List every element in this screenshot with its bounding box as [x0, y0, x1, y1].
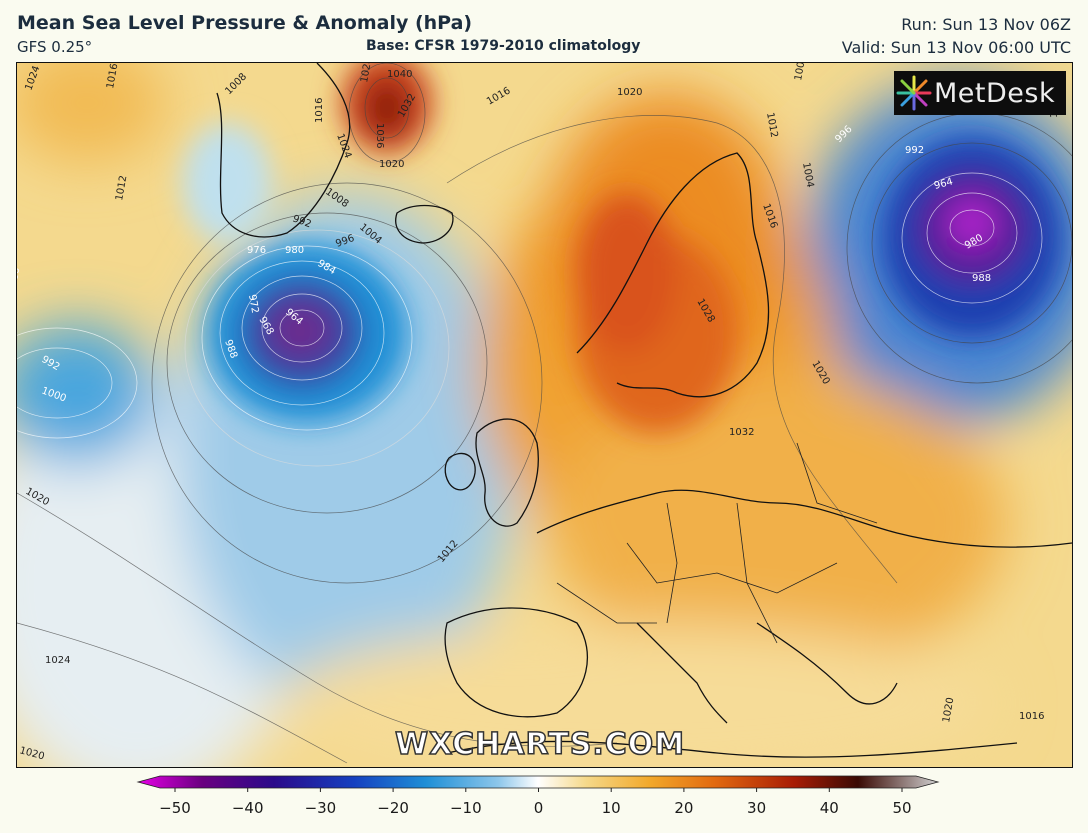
iceland-coast	[395, 204, 454, 244]
colorbar-tick-label: −40	[232, 799, 264, 817]
anomaly-colorbar: −50 −40 −30 −20 −10 0 10 20 30 40 50	[136, 775, 940, 817]
isobar-label: 1020	[379, 159, 404, 170]
isobar-label: 1012	[114, 175, 129, 202]
isobar-label: 1040	[387, 69, 412, 80]
isobar-label: 992	[905, 145, 924, 156]
isobar-label: 1016	[314, 98, 325, 123]
metdesk-logo-text: MetDesk	[934, 77, 1056, 109]
isobar-label: 1028	[359, 63, 374, 84]
colorbar-tick-label: 40	[820, 799, 839, 817]
map-canvas: 1024 1016 1008 1028 1040 1036 1032 1016 …	[17, 63, 1072, 767]
iberia-coast	[444, 607, 589, 718]
colorbar-tick-label: 20	[674, 799, 693, 817]
isobar-label: 976	[247, 245, 266, 256]
colorbar-ticks: −50 −40 −30 −20 −10 0 10 20 30 40 50	[159, 788, 912, 817]
colorbar-gradient	[136, 775, 940, 789]
metdesk-logo: MetDesk	[894, 71, 1066, 115]
colorbar-tick-label: −30	[305, 799, 337, 817]
anomaly-shading	[17, 63, 1072, 767]
balkans-coast	[756, 622, 898, 705]
colorbar-tick-label: −50	[159, 799, 191, 817]
colorbar-tick-label: −20	[377, 799, 409, 817]
isobar-label: 1012	[764, 112, 779, 139]
isobar-label: 972	[246, 294, 260, 315]
wxcharts-watermark: WXCHARTS.COM	[394, 726, 686, 763]
climatology-base-label: Base: CFSR 1979-2010 climatology	[366, 38, 641, 54]
british-isles-coast	[475, 418, 539, 527]
isobar-label: 1016	[1019, 711, 1044, 722]
ireland-coast	[444, 452, 476, 491]
colorbar-tick-label: 0	[534, 799, 544, 817]
italy-coast	[636, 622, 728, 724]
isobar-label: 1004	[800, 162, 815, 189]
coastlines	[216, 63, 1072, 758]
scandinavia-coast	[576, 152, 770, 398]
isobar-label: 1032	[729, 427, 754, 438]
continent-coast	[536, 489, 1072, 548]
isobar-label: 1016	[105, 63, 120, 90]
isobar-label: 1020	[617, 87, 642, 98]
mediterranean-south-coast	[446, 740, 1018, 758]
pressure-anomaly-map: 1024 1016 1008 1028 1040 1036 1032 1016 …	[16, 62, 1073, 768]
colorbar-tick-label: 10	[602, 799, 621, 817]
isobar-label: 988	[972, 273, 991, 284]
country-borders	[556, 442, 878, 644]
run-time-label: Run: Sun 13 Nov 06Z	[901, 15, 1071, 34]
isobar-label: 964	[933, 176, 954, 192]
colorbar-tick-label: 30	[747, 799, 766, 817]
greenland-coast	[216, 63, 351, 238]
valid-time-label: Valid: Sun 13 Nov 06:00 UTC	[841, 38, 1071, 57]
model-label: GFS 0.25°	[17, 38, 93, 56]
isobar-label: 1036	[374, 123, 385, 148]
metdesk-starburst-icon	[896, 75, 932, 111]
isobar-label: 1000	[17, 267, 22, 294]
colorbar-tick-label: −10	[450, 799, 482, 817]
isobar-label: 980	[285, 245, 304, 256]
isobar-label: 1008	[793, 63, 808, 82]
colorbar-tick-label: 50	[892, 799, 911, 817]
isobar-label: 1024	[45, 655, 70, 666]
isobar-label: 1020	[941, 697, 956, 724]
isobars	[17, 63, 1072, 764]
chart-title: Mean Sea Level Pressure & Anomaly (hPa)	[17, 12, 473, 34]
